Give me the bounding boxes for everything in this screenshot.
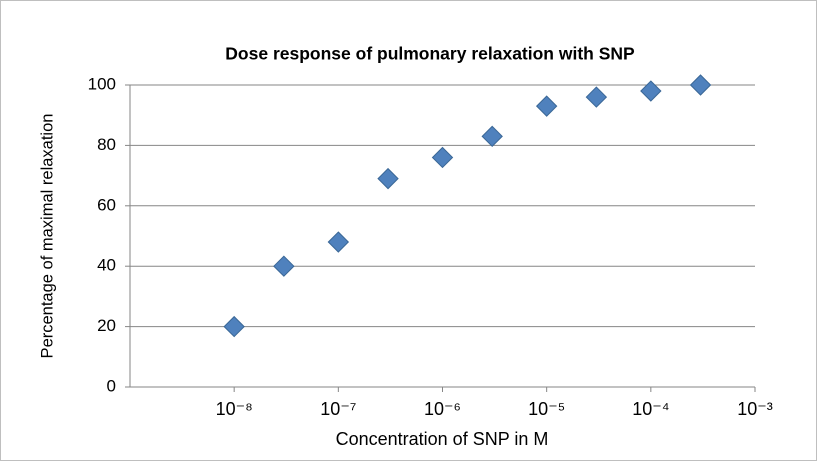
y-tick-label: 60: [97, 195, 116, 214]
x-tick-label: 10⁻⁵: [528, 399, 565, 419]
marker: [327, 231, 350, 253]
x-tick-label: 10⁻³: [737, 399, 773, 419]
x-axis-title: Concentration of SNP in M: [336, 429, 549, 449]
chart-title: Dose response of pulmonary relaxation wi…: [225, 44, 635, 64]
y-tick-label: 20: [97, 316, 116, 335]
marker: [223, 315, 245, 338]
y-tick-label: 40: [97, 256, 116, 275]
x-tick-label: 10⁻⁷: [320, 399, 356, 419]
marker: [585, 86, 608, 108]
y-axis-title: Percentage of maximal relaxation: [38, 114, 56, 359]
y-tick-label: 0: [107, 376, 116, 395]
marker: [273, 255, 295, 277]
marker: [640, 80, 662, 102]
x-tick-label: 10⁻⁶: [424, 399, 461, 419]
marker: [481, 125, 503, 148]
y-tick-label: 100: [88, 74, 116, 93]
marker: [377, 167, 399, 190]
marker: [535, 95, 558, 117]
x-tick-label: 10⁻⁴: [632, 399, 669, 419]
y-tick-label: 80: [97, 135, 116, 154]
marker: [431, 146, 454, 169]
x-tick-label: 10⁻⁸: [216, 399, 253, 419]
marker: [689, 74, 712, 96]
